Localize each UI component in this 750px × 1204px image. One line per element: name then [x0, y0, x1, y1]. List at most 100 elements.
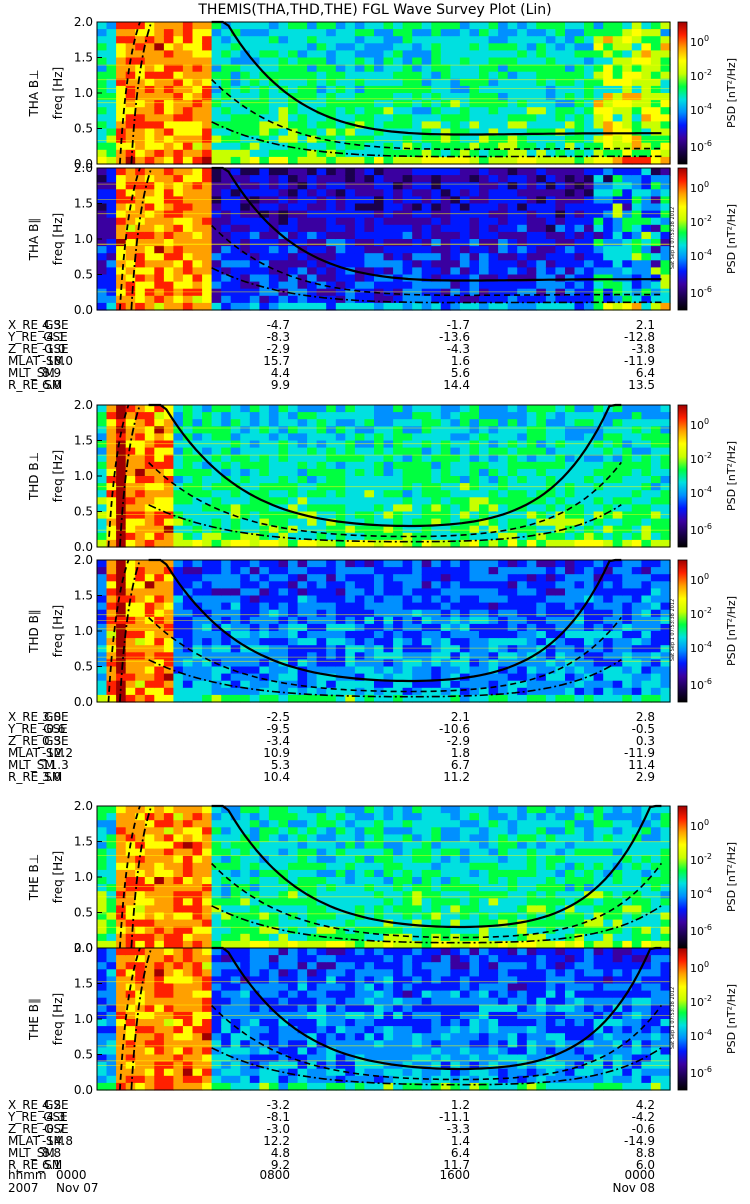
spectrogram-cell — [288, 43, 298, 51]
spectrogram-cell — [107, 58, 117, 66]
spectrogram-cell — [575, 631, 585, 639]
spectrogram-cell — [489, 72, 499, 80]
spectrogram-cell — [336, 72, 346, 80]
spectrogram-cell — [116, 189, 126, 197]
spectrogram-cell — [412, 267, 422, 275]
spectrogram-cell — [536, 519, 546, 527]
spectrogram-cell — [632, 29, 642, 37]
spectrogram-cell — [594, 65, 604, 73]
spectrogram-cell — [422, 121, 432, 129]
spectrogram-cell — [364, 448, 374, 456]
spectrogram-cell — [555, 175, 565, 183]
spectrogram-cell — [546, 688, 556, 696]
spectrogram-cell — [221, 645, 231, 653]
spectrogram-cell — [603, 624, 613, 632]
spectrogram-cell — [527, 426, 537, 434]
spectrogram-cell — [202, 638, 212, 646]
spectrogram-cell — [603, 260, 613, 268]
spectrogram-cell — [632, 638, 642, 646]
spectrogram-cell — [116, 211, 126, 219]
spectrogram-cell — [231, 405, 241, 413]
spectrogram-cell — [470, 631, 480, 639]
spectrogram-cell — [183, 476, 193, 484]
spectrogram-cell — [250, 462, 260, 470]
spectrogram-cell — [374, 232, 384, 240]
spectrogram-cell — [221, 455, 231, 463]
spectrogram-cell — [508, 225, 518, 233]
spectrogram-cell — [527, 540, 537, 548]
spectrogram-cell — [584, 581, 594, 589]
spectrogram-cell — [97, 246, 107, 254]
spectrogram-cell — [355, 581, 365, 589]
spectrogram-cell — [355, 175, 365, 183]
spectrogram-cell — [173, 93, 183, 101]
spectrogram-cell — [231, 289, 241, 297]
spectrogram-cell — [384, 246, 394, 254]
spectrogram-cell — [594, 695, 604, 703]
spectrogram-cell — [479, 603, 489, 611]
spectrogram-cell — [231, 567, 241, 575]
spectrogram-cell — [441, 168, 451, 176]
spectrogram-cell — [479, 136, 489, 144]
spectrogram-cell — [240, 631, 250, 639]
spectrogram-cell — [479, 426, 489, 434]
spectrogram-cell — [326, 567, 336, 575]
spectrogram-cell — [374, 631, 384, 639]
spectrogram-cell — [193, 65, 203, 73]
spectrogram-cell — [384, 29, 394, 37]
spectrogram-cell — [307, 86, 317, 94]
spectrogram-cell — [613, 610, 623, 618]
spectrogram-cell — [403, 652, 413, 660]
spectrogram-cell — [470, 246, 480, 254]
spectrogram-cell — [202, 624, 212, 632]
spectrogram-cell — [384, 65, 394, 73]
spectrogram-cell — [594, 652, 604, 660]
spectrogram-cell — [193, 29, 203, 37]
spectrogram-cell — [279, 681, 289, 689]
spectrogram-cell — [336, 419, 346, 427]
spectrogram-cell — [555, 267, 565, 275]
spectrogram-cell — [345, 157, 355, 165]
spectrogram-cell — [240, 65, 250, 73]
spectrogram-cell — [307, 260, 317, 268]
y-tick-label: 1.0 — [74, 86, 93, 100]
spectrogram-cell — [126, 232, 136, 240]
spectrogram-cell — [173, 246, 183, 254]
spectrogram-cell — [517, 574, 527, 582]
spectrogram-cell — [345, 469, 355, 477]
spectrogram-cell — [107, 519, 117, 527]
spectrogram-cell — [651, 253, 661, 261]
spectrogram-cell — [384, 157, 394, 165]
spectrogram-cell — [651, 303, 661, 311]
spectrogram-cell — [470, 497, 480, 505]
spectrogram-cell — [307, 121, 317, 129]
spectrogram-cell — [107, 289, 117, 297]
spectrogram-cell — [221, 574, 231, 582]
spectrogram-cell — [632, 43, 642, 51]
spectrogram-cell — [269, 695, 279, 703]
spectrogram-cell — [661, 588, 671, 596]
spectrogram-cell — [231, 114, 241, 122]
spectrogram-cell — [594, 225, 604, 233]
spectrogram-cell — [622, 512, 632, 520]
spectrogram-cell — [403, 253, 413, 261]
spectrogram-cell — [202, 114, 212, 122]
spectrogram-cell — [135, 296, 145, 304]
spectrogram-cell — [622, 175, 632, 183]
spectrogram-cell — [460, 512, 470, 520]
spectrogram-cell — [164, 681, 174, 689]
spectrogram-cell — [240, 596, 250, 604]
spectrogram-cell — [154, 189, 164, 197]
spectrogram-cell — [231, 211, 241, 219]
spectrogram-cell — [641, 43, 651, 51]
spectrogram-cell — [460, 560, 470, 568]
spectrogram-cell — [565, 497, 575, 505]
spectrogram-cell — [107, 526, 117, 534]
spectrogram-cell — [307, 588, 317, 596]
spectrogram-cell — [126, 168, 136, 176]
spectrogram-cell — [145, 419, 155, 427]
spectrogram-cell — [441, 667, 451, 675]
spectrogram-cell — [393, 567, 403, 575]
spectrogram-cell — [403, 204, 413, 212]
spectrogram-cell — [231, 72, 241, 80]
